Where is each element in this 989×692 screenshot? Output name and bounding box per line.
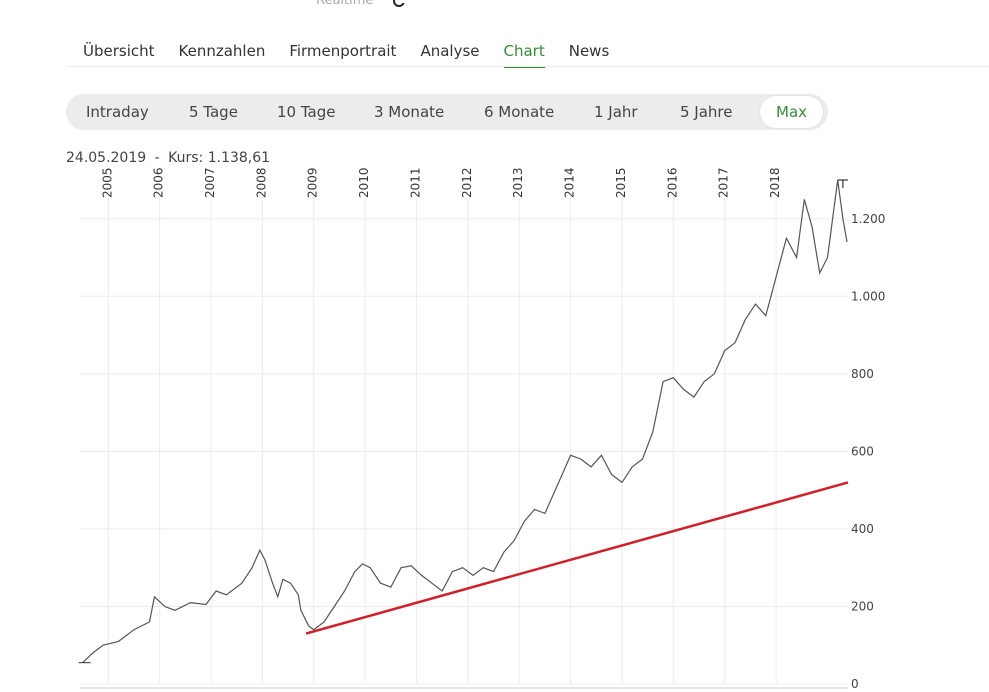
x-tick-label: 2012 <box>460 167 474 198</box>
info-date: 24.05.2019 <box>66 150 147 166</box>
y-tick-label: 600 <box>851 444 874 458</box>
tab-firmenportrait[interactable]: Firmenportrait <box>289 42 397 60</box>
time-range-selector: Intraday 5 Tage 10 Tage 3 Monate 6 Monate 1 J… <box>66 94 828 130</box>
info-kurs-value: 1.138,61 <box>207 150 271 166</box>
nav-tabs: Übersicht Kennzahlen Firmenportrait Analyse… <box>83 42 633 68</box>
tab-analyse[interactable]: Analyse <box>420 42 480 60</box>
x-tick-label: 2008 <box>254 167 268 198</box>
x-tick-label: 2015 <box>614 167 628 198</box>
trend-line <box>305 481 849 635</box>
y-tick-label: 1.000 <box>851 289 885 303</box>
x-tick-label: 2005 <box>100 167 114 198</box>
x-tick-label: 2010 <box>357 167 371 198</box>
chart-info-line: 24.05.2019 - Kurs: 1.138,61 <box>66 150 270 166</box>
x-tick-label: 2018 <box>768 167 782 198</box>
tab-kennzahlen[interactable]: Kennzahlen <box>178 42 266 60</box>
x-tick-label: 2006 <box>152 167 166 198</box>
info-kurs-label: Kurs: <box>168 150 204 166</box>
y-tick-label: 0 <box>851 677 859 691</box>
price-line <box>82 179 848 664</box>
y-tick-label: 200 <box>851 599 874 613</box>
tabs-divider <box>67 66 989 67</box>
range-3-monate[interactable]: 3 Monate <box>374 103 445 121</box>
x-tick-label: 2007 <box>203 167 217 198</box>
x-tick-label: 2009 <box>306 167 320 198</box>
tab-übersicht[interactable]: Übersicht <box>83 42 155 60</box>
realtime-refresh-icon[interactable] <box>392 0 406 8</box>
range-max[interactable]: Max <box>760 96 824 128</box>
range-5-jahre[interactable]: 5 Jahre <box>680 103 733 121</box>
range-5-tage[interactable]: 5 Tage <box>189 103 238 121</box>
range-6-monate[interactable]: 6 Monate <box>484 103 555 121</box>
tab-news[interactable]: News <box>568 42 610 60</box>
x-tick-label: 2016 <box>665 167 679 198</box>
x-tick-label: 2017 <box>717 167 731 198</box>
y-tick-label: 1.200 <box>851 212 885 226</box>
range-1-jahr[interactable]: 1 Jahr <box>594 103 638 121</box>
x-tick-label: 2013 <box>511 167 525 198</box>
x-tick-label: 2011 <box>408 167 422 198</box>
x-tick-label: 2014 <box>563 167 577 198</box>
info-separator: - <box>154 150 160 166</box>
y-tick-label: 800 <box>851 367 874 381</box>
range-10-tage[interactable]: 10 Tage <box>277 103 336 121</box>
range-intraday[interactable]: Intraday <box>86 103 149 121</box>
tab-chart[interactable]: Chart <box>503 42 545 68</box>
realtime-label: Realtime <box>316 0 374 8</box>
y-tick-label: 400 <box>851 522 874 536</box>
